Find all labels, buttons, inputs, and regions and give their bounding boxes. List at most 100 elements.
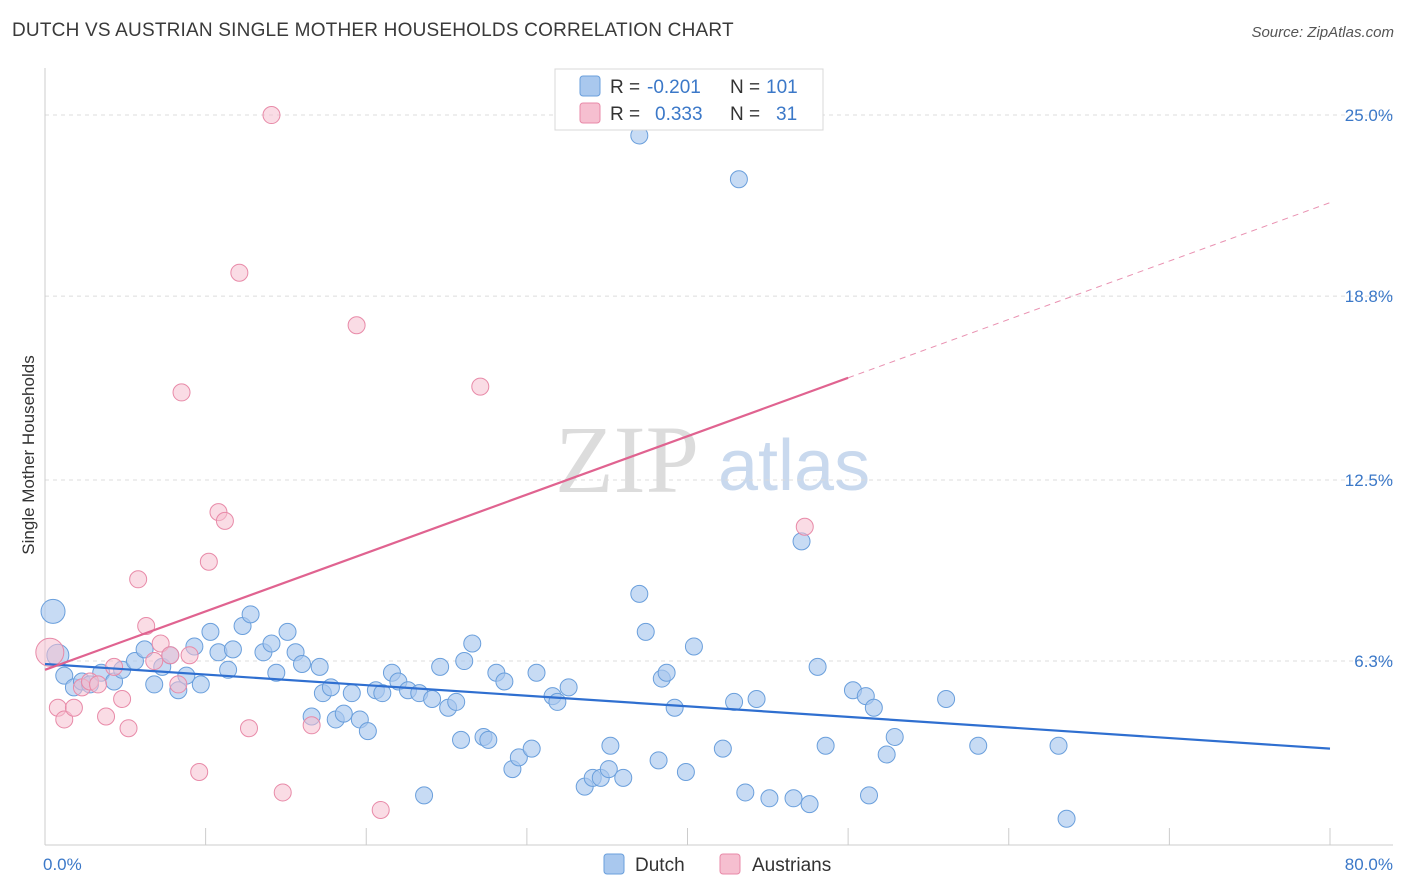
dutch-point (455, 652, 474, 671)
dutch-point (747, 690, 766, 709)
austrian-point (97, 707, 116, 726)
dutch-point (860, 786, 879, 805)
dutch-point (219, 660, 238, 679)
austrian-point (230, 263, 249, 282)
dutch-point (267, 663, 286, 682)
dutch-point (145, 675, 164, 694)
dutch-point (135, 640, 154, 659)
austrian-point (145, 652, 164, 671)
dutch-point (223, 640, 242, 659)
austrian-point (795, 517, 814, 536)
dutch-point (509, 748, 528, 767)
dutch-point (479, 730, 498, 749)
dutch-point (293, 654, 311, 673)
series-legend-swatch-austrians (719, 853, 741, 875)
series-legend: Dutch Austrians (603, 853, 831, 876)
dutch-point (864, 698, 883, 717)
austrian-point (190, 763, 209, 782)
austrian-point (119, 719, 138, 738)
dutch-point (665, 698, 684, 717)
series-legend-swatch-dutch (603, 853, 625, 875)
dutch-point (630, 584, 649, 603)
dutch-point (792, 532, 811, 551)
dutch-point (342, 684, 361, 703)
y-tick-label: 12.5% (1345, 471, 1393, 490)
watermark-zip: ZIP (555, 406, 699, 513)
dutch-point (736, 783, 755, 802)
legend-n-label-austrians: N = (730, 104, 760, 125)
dutch-point (463, 634, 482, 653)
legend-r-value-dutch: -0.201 (647, 77, 701, 98)
dutch-point (725, 692, 744, 711)
dutch-point (548, 692, 567, 711)
austrian-point (151, 634, 170, 653)
austrian-point (239, 719, 258, 738)
dutch-point (713, 739, 732, 758)
austrian-point (105, 657, 124, 676)
austrian-point (113, 690, 132, 709)
dutch-point (599, 760, 618, 779)
dutch-point (808, 657, 827, 676)
dutch-point (649, 751, 668, 770)
austrian-point (35, 637, 65, 667)
austrian-point (169, 675, 188, 694)
dutch-point (969, 736, 988, 755)
legend-r-label-dutch: R = (610, 77, 640, 98)
legend-n-value-austrians: 31 (776, 104, 797, 125)
dutch-point (40, 598, 66, 624)
austrian-points (35, 106, 814, 819)
austrian-point (347, 316, 366, 335)
y-tick-label: 6.3% (1354, 652, 1393, 671)
dutch-point (601, 736, 620, 755)
austrian-point (262, 106, 281, 125)
dutch-point (522, 739, 541, 758)
chart-title: DUTCH VS AUSTRIAN SINGLE MOTHER HOUSEHOL… (12, 20, 734, 41)
dutch-point (241, 605, 260, 624)
dutch-point (373, 684, 392, 703)
axes (44, 68, 1393, 846)
austrian-trendline (44, 376, 849, 671)
dutch-point (452, 730, 471, 749)
dutch-point (415, 786, 434, 805)
y-tick-label: 18.8% (1345, 287, 1393, 306)
austrian-point (215, 511, 234, 530)
dutch-point (559, 678, 578, 697)
austrian-point (471, 377, 490, 396)
series-legend-label-austrians: Austrians (752, 855, 831, 876)
austrian-point (55, 710, 74, 729)
dutch-point (310, 657, 329, 676)
y-tick-label: 25.0% (1345, 106, 1393, 125)
dutch-point (636, 622, 655, 641)
dutch-point (676, 763, 695, 782)
x-tick-label: 0.0% (43, 855, 82, 874)
dutch-point (55, 666, 74, 685)
austrian-point (371, 800, 390, 819)
gridlines (45, 114, 1393, 662)
dutch-point (784, 789, 803, 808)
legend-r-value-austrians: 0.333 (655, 104, 703, 125)
austrian-point (137, 617, 156, 636)
dutch-point (278, 622, 297, 641)
dutch-point (191, 675, 210, 694)
dutch-point (431, 657, 450, 676)
austrian-trendline-extension (847, 202, 1331, 379)
x-tick-label: 80.0% (1345, 855, 1393, 874)
dutch-point (657, 663, 676, 682)
dutch-point (760, 789, 779, 808)
dutch-point (937, 690, 956, 709)
dutch-point (614, 768, 633, 787)
austrian-point (199, 552, 218, 571)
dutch-point (885, 727, 904, 746)
source-credit: Source: ZipAtlas.com (1251, 24, 1394, 41)
x-tick-labels: 0.0% 80.0% (43, 855, 1393, 874)
y-axis-label: Single Mother Households (19, 355, 38, 554)
dutch-point (816, 736, 835, 755)
legend-swatch-dutch (579, 75, 601, 97)
austrian-point (180, 646, 199, 665)
watermark-atlas: atlas (718, 426, 870, 506)
trendlines (44, 202, 1331, 750)
austrian-point (161, 646, 180, 665)
dutch-point (729, 170, 748, 189)
austrian-point (89, 675, 108, 694)
